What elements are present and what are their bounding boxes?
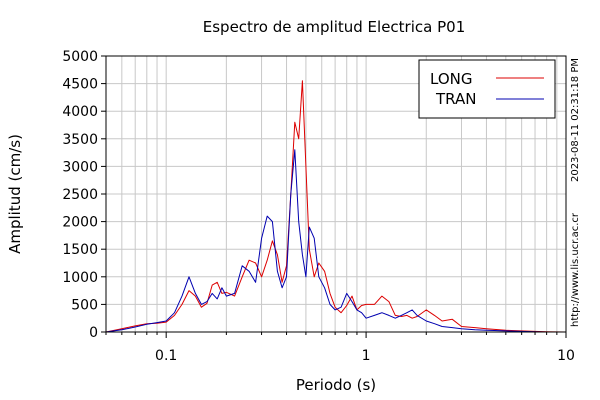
legend-label-tran: TRAN [435, 90, 476, 108]
y-tick-label: 500 [71, 297, 98, 313]
source-url-text[interactable]: http://www.lis.ucr.ac.cr [570, 212, 581, 327]
y-tick-label: 3500 [62, 132, 98, 148]
y-tick-label: 2000 [62, 215, 98, 231]
x-tick-label: 10 [557, 348, 575, 364]
y-axis-label: Amplitud (cm/s) [6, 134, 24, 254]
legend-box [418, 59, 556, 119]
y-tick-label: 5000 [62, 49, 98, 65]
y-tick-label: 4500 [62, 77, 98, 93]
y-tick-label: 1000 [62, 270, 98, 286]
y-tick-label: 0 [89, 325, 98, 341]
x-tick-label: 0.1 [155, 348, 177, 364]
axis-ticks: 0 500 1000 1500 2000 2500 3000 3500 4000 4500 5000… [62, 49, 575, 364]
series-line-long [105, 80, 567, 333]
x-tick-label: 1 [362, 348, 371, 364]
series-line-tran [105, 149, 566, 333]
y-tick-label: 3000 [62, 159, 98, 175]
chart-title: Espectro de amplitud Electrica P01 [203, 18, 466, 36]
timestamp-text: 2023-08-11 02:31:18 PM [570, 58, 581, 182]
y-tick-label: 2500 [62, 187, 98, 203]
y-tick-label: 4000 [62, 104, 98, 120]
y-tick-label: 1500 [62, 242, 98, 258]
legend-label-long: LONG [430, 70, 472, 88]
x-axis-label: Periodo (s) [296, 376, 376, 394]
legend: LONG TRAN [418, 59, 556, 119]
series-curves [105, 80, 567, 333]
